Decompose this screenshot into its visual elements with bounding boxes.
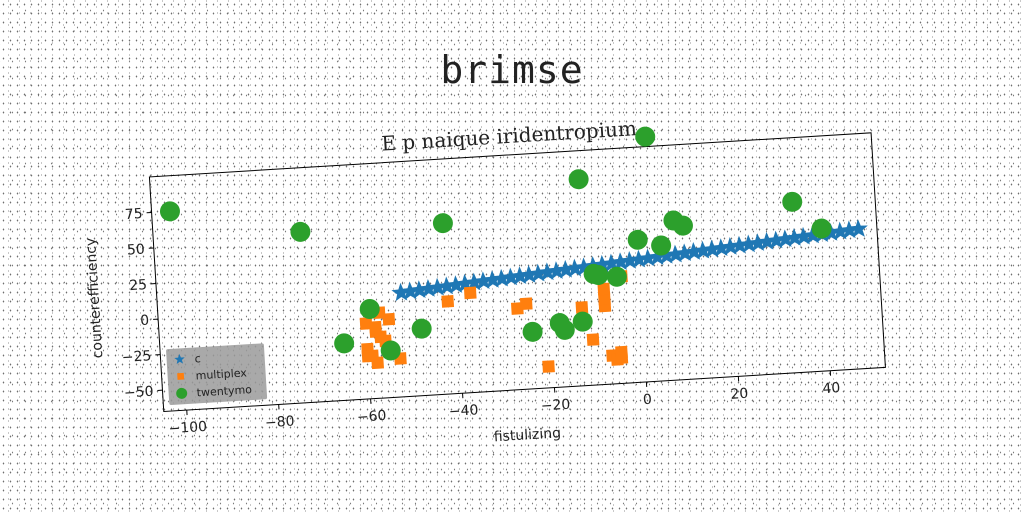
legend-twentymo-label: twentymo (196, 383, 252, 399)
y-tick-label: −50 (124, 384, 154, 402)
y-tick-label: 75 (124, 206, 143, 223)
x-tick-label: −20 (540, 397, 570, 415)
multiplex-point (369, 320, 382, 334)
twentymo-point (627, 229, 648, 250)
twentymo-point (811, 218, 832, 239)
x-axis: −100 −80 −60 −40 −20 0 20 40 (168, 370, 841, 437)
series-multiplex (359, 270, 629, 373)
legend-c-marker (174, 353, 185, 365)
x-tick-label: −40 (448, 402, 478, 420)
series-c (391, 219, 868, 302)
twentymo-point (588, 265, 609, 286)
twentymo-point (359, 298, 380, 319)
twentymo-point (568, 169, 589, 190)
twentymo-point (782, 191, 803, 212)
twentymo-point (159, 201, 180, 222)
x-tick-label: 0 (643, 392, 653, 409)
c-point (629, 249, 649, 269)
legend-multiplex-label: multiplex (195, 366, 247, 382)
c-point (720, 237, 740, 256)
multiplex-point (359, 317, 373, 330)
multiplex-point (463, 286, 477, 300)
multiplex-point (597, 282, 611, 296)
multiplex-point (598, 292, 611, 306)
twentymo-point (290, 221, 311, 242)
y-tick-label: 0 (140, 313, 150, 330)
data-marks (159, 126, 868, 373)
twentymo-point (411, 318, 432, 339)
c-point (848, 219, 868, 238)
multiplex-point (441, 295, 455, 308)
page-heading: brimse (440, 48, 584, 92)
y-tick-label: 25 (129, 277, 148, 294)
multiplex-point (586, 333, 600, 346)
multiplex-point (542, 360, 555, 373)
legend-c-label: c (194, 352, 201, 365)
x-axis-label: fistulizing (493, 425, 561, 445)
x-tick-label: 40 (822, 380, 841, 397)
y-tick-label: 50 (127, 242, 146, 259)
y-axis-label: counterefficiency (83, 237, 106, 359)
twentymo-point (672, 215, 693, 236)
y-tick-label: −25 (121, 348, 151, 366)
multiplex-point (382, 312, 396, 326)
multiplex-point (519, 297, 533, 311)
twentymo-point (554, 319, 575, 340)
plot-area (148, 132, 886, 413)
twentymo-point (334, 333, 355, 354)
x-tick-label: −60 (356, 408, 386, 426)
multiplex-point (371, 356, 384, 370)
x-tick-label: −80 (265, 414, 295, 432)
twentymo-point (572, 311, 593, 332)
twentymo-point (651, 235, 672, 256)
twentymo-point (606, 266, 627, 287)
twentymo-point (432, 213, 453, 234)
legend-twentymo-marker (176, 387, 188, 399)
multiplex-point (575, 301, 589, 314)
legend-box (166, 343, 268, 406)
twentymo-point (380, 340, 401, 361)
x-tick-label: −100 (168, 419, 207, 437)
series-twentymo (159, 126, 832, 361)
multiplex-point (615, 345, 628, 359)
y-axis: −50 −25 0 25 50 75 (121, 206, 163, 402)
multiplex-point (361, 349, 375, 363)
legend-multiplex-marker (177, 372, 185, 380)
twentymo-point (522, 321, 543, 342)
x-tick-label: 20 (730, 386, 749, 403)
twentymo-point (635, 126, 656, 147)
